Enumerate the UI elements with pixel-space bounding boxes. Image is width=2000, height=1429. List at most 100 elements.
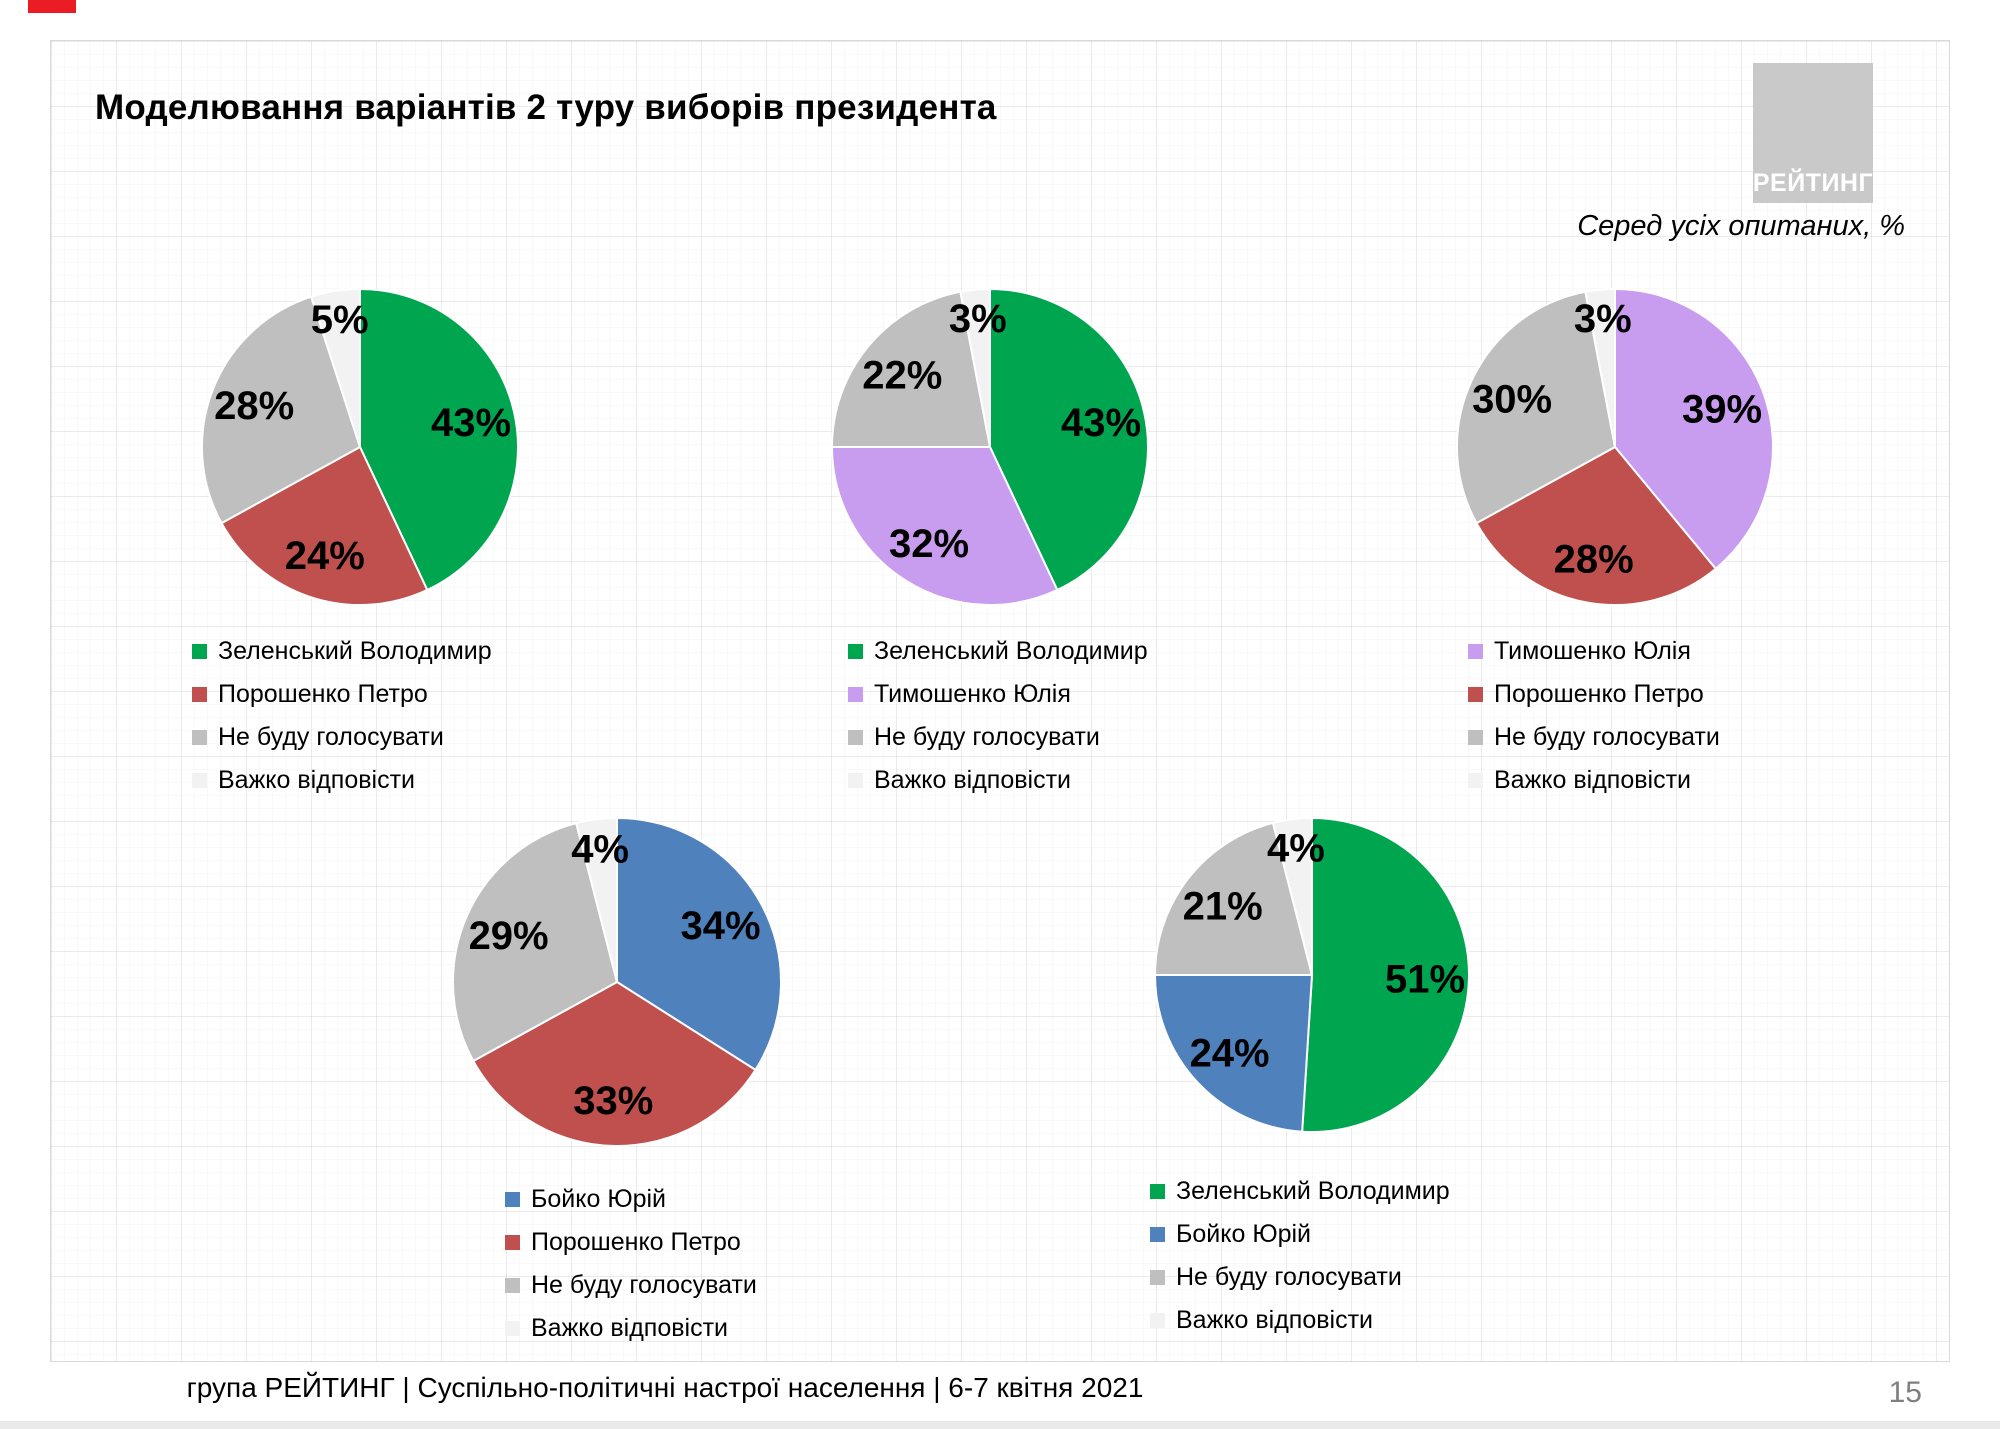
pie-slice <box>574 816 618 983</box>
pie-slice <box>959 287 991 448</box>
pie-chart-2: 43% 32% 22% 3% <box>820 277 1160 617</box>
legend-label: Не буду голосувати <box>531 1271 757 1299</box>
legend-item: Важко відповісти <box>848 759 1148 802</box>
rating-logo-text: РЕЙТИНГ <box>1752 169 1874 197</box>
legend-swatch <box>1468 730 1483 745</box>
pie-slice <box>1271 816 1313 976</box>
pie-chart-5-legend: Зеленський Володимир Бойко Юрій Не буду го… <box>1150 1170 1450 1342</box>
legend-item: Важко відповісти <box>192 759 492 802</box>
legend-item: Бойко Юрій <box>505 1178 757 1221</box>
pie-svg: 51% 24% 21%4% <box>1153 816 1471 1133</box>
legend-label: Тимошенко Юлія <box>874 680 1071 708</box>
pie-slice <box>1584 287 1616 448</box>
pie-chart-4: 34% 33% 29% 4% <box>447 812 787 1152</box>
rating-logo: РЕЙТИНГ <box>1753 63 1873 203</box>
legend-swatch <box>505 1192 520 1207</box>
legend-swatch <box>192 730 207 745</box>
legend-label: Порошенко Петро <box>531 1228 741 1256</box>
legend-swatch <box>1150 1184 1165 1199</box>
page-number: 15 <box>1888 1376 1922 1409</box>
legend-item: Тимошенко Юлія <box>1468 630 1720 673</box>
pie-slice <box>359 287 519 592</box>
legend-label: Важко відповісти <box>1176 1306 1373 1334</box>
pie-slice <box>309 287 361 448</box>
legend-swatch <box>848 773 863 788</box>
pie-percentage-label: 5% <box>311 298 369 342</box>
legend-swatch <box>505 1235 520 1250</box>
legend-label: Тимошенко Юлія <box>1494 637 1691 665</box>
legend-swatch <box>1468 644 1483 659</box>
pie-percentage-label: 51% <box>1385 958 1465 1002</box>
pie-percentage-label: 30% <box>1472 378 1552 422</box>
legend-item: Зеленський Володимир <box>848 630 1148 673</box>
pie-percentage-label: 24% <box>285 534 365 578</box>
legend-swatch <box>848 687 863 702</box>
legend-item: Не буду голосувати <box>192 716 492 759</box>
legend-swatch <box>1150 1270 1165 1285</box>
pie-chart-1: 43% 24% 28% 5% <box>190 277 530 617</box>
legend-swatch <box>848 644 863 659</box>
legend-item: Не буду голосувати <box>848 716 1148 759</box>
pie-slice <box>1153 974 1314 1133</box>
pie-slice <box>830 446 1059 606</box>
legend-swatch <box>505 1278 520 1293</box>
legend-label: Порошенко Петро <box>218 680 428 708</box>
pie-percentage-label: 28% <box>1554 538 1634 582</box>
pie-slice <box>1456 290 1617 525</box>
legend-label: Важко відповісти <box>1494 766 1691 794</box>
pie-slice <box>201 295 362 525</box>
pie-percentage-label: 39% <box>1682 388 1762 432</box>
legend-label: Бойко Юрій <box>531 1185 667 1213</box>
legend-swatch <box>1468 773 1483 788</box>
pie-percentage-label: 22% <box>862 354 942 398</box>
pie-slice <box>1301 816 1471 1133</box>
pie-svg: 34% 33% 29% 4% <box>452 816 782 1147</box>
legend-item: Зеленський Володимир <box>192 630 492 673</box>
legend-label: Важко відповісти <box>874 766 1071 794</box>
legend-label: Важко відповісти <box>218 766 415 794</box>
legend-item: Не буду голосувати <box>505 1264 757 1307</box>
legend-label: Порошенко Петро <box>1494 680 1704 708</box>
legend-label: Зеленський Володимир <box>874 637 1148 665</box>
legend-swatch <box>192 644 207 659</box>
legend-swatch <box>192 773 207 788</box>
pie-percentage-label: 4% <box>571 828 629 872</box>
pie-svg: 43% 32% 22%3% <box>830 287 1149 606</box>
pie-percentage-label: 43% <box>431 401 511 445</box>
pie-chart-3: 39% 28% 30% 3% <box>1445 277 1785 617</box>
pie-chart-4-legend: Бойко Юрій Порошенко Петро Не буду голосув… <box>505 1178 757 1350</box>
red-corner-mark <box>28 0 76 13</box>
pie-chart-1-legend: Зеленський Володимир Порошенко Петро Не бу… <box>192 630 492 802</box>
pie-slice <box>1475 445 1718 606</box>
pie-percentage-label: 3% <box>1574 297 1632 341</box>
legend-item: Зеленський Володимир <box>1150 1170 1450 1213</box>
pie-slice <box>989 287 1149 592</box>
legend-swatch <box>1150 1313 1165 1328</box>
legend-swatch <box>505 1321 520 1336</box>
legend-label: Зеленський Володимир <box>218 637 492 665</box>
legend-item: Бойко Юрій <box>1150 1213 1450 1256</box>
pie-percentage-label: 24% <box>1190 1031 1270 1075</box>
legend-item: Не буду голосувати <box>1468 716 1720 759</box>
legend-item: Порошенко Петро <box>192 673 492 716</box>
pie-percentage-label: 32% <box>889 522 969 566</box>
legend-item: Не буду голосувати <box>1150 1256 1450 1299</box>
pie-slice <box>452 821 619 1063</box>
pie-percentage-label: 21% <box>1183 885 1263 929</box>
subtitle: Серед усіх опитаних, % <box>1577 210 1905 242</box>
pie-percentage-label: 4% <box>1267 826 1325 870</box>
legend-swatch <box>192 687 207 702</box>
pie-percentage-label: 34% <box>680 904 760 948</box>
pie-percentage-label: 28% <box>214 384 294 428</box>
pie-slice <box>1614 287 1774 571</box>
legend-label: Не буду голосувати <box>1494 723 1720 751</box>
legend-label: Бойко Юрій <box>1176 1220 1312 1248</box>
footer-text: група РЕЙТИНГ | Суспільно-політичні наст… <box>186 1372 1144 1403</box>
legend-label: Не буду голосувати <box>874 723 1100 751</box>
pie-chart-5: 51% 24% 21% 4% <box>1142 805 1482 1145</box>
legend-item: Важко відповісти <box>1150 1299 1450 1342</box>
legend-swatch <box>1468 687 1483 702</box>
legend-swatch <box>1150 1227 1165 1242</box>
pie-slice <box>830 290 992 448</box>
